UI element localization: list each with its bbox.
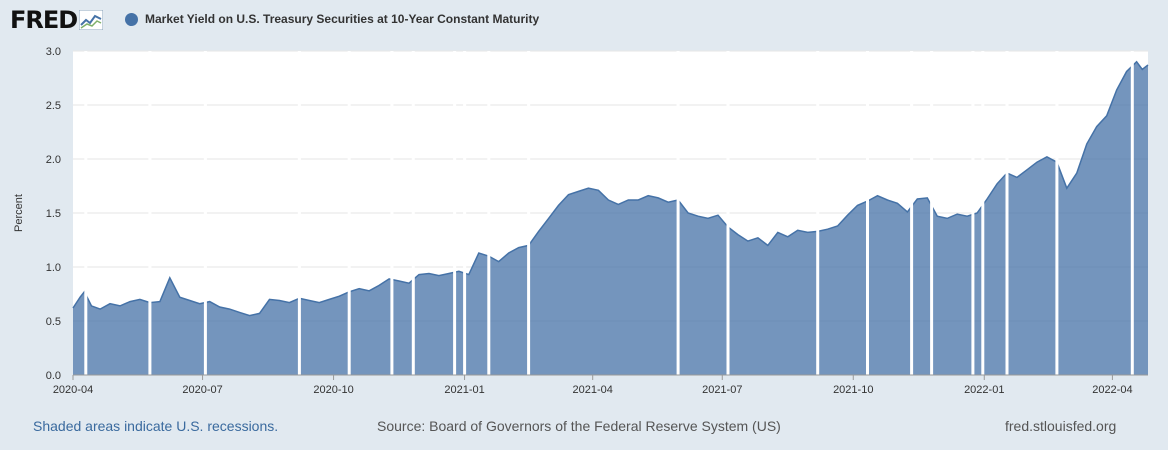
y-tick-label: 1.0 bbox=[46, 262, 61, 274]
y-tick-label: 2.0 bbox=[46, 154, 61, 166]
legend-series-label: Market Yield on U.S. Treasury Securities… bbox=[145, 12, 540, 26]
y-tick-label: 3.0 bbox=[46, 46, 61, 58]
data-gap bbox=[84, 51, 88, 375]
x-tick-label: 2021-07 bbox=[702, 384, 742, 396]
data-gap bbox=[1130, 51, 1134, 375]
recessions-note[interactable]: Shaded areas indicate U.S. recessions. bbox=[33, 418, 279, 434]
x-tick-label: 2020-10 bbox=[313, 384, 353, 396]
series-area bbox=[73, 61, 1148, 376]
fred-logo-graph-icon bbox=[79, 10, 104, 30]
data-gap bbox=[676, 51, 680, 375]
chart-header: FRED Market Yield on U.S. Treasury Secur… bbox=[0, 0, 1168, 42]
x-tick-label: 2021-10 bbox=[833, 384, 873, 396]
data-gap bbox=[347, 51, 351, 375]
legend-series-marker bbox=[125, 12, 138, 26]
data-gap bbox=[930, 51, 934, 375]
y-tick-label: 0.5 bbox=[46, 316, 61, 328]
data-gap bbox=[297, 51, 301, 375]
y-axis-label: Percent bbox=[13, 194, 25, 232]
data-gap bbox=[487, 51, 491, 375]
x-tick-label: 2022-04 bbox=[1092, 384, 1132, 396]
data-gap bbox=[463, 51, 467, 375]
data-gap bbox=[726, 51, 730, 375]
data-gap bbox=[390, 51, 394, 375]
fred-logo-text: FRED bbox=[10, 6, 78, 34]
data-gap bbox=[1055, 51, 1059, 375]
x-tick-label: 2020-07 bbox=[182, 384, 222, 396]
fred-logo[interactable]: FRED bbox=[10, 6, 104, 34]
data-gap bbox=[910, 51, 914, 375]
data-gap bbox=[866, 51, 869, 375]
data-gap bbox=[981, 51, 985, 375]
data-gap bbox=[148, 51, 152, 375]
chart-legend: Market Yield on U.S. Treasury Securities… bbox=[125, 12, 539, 26]
site-link[interactable]: fred.stlouisfed.org bbox=[1005, 418, 1117, 434]
data-gap bbox=[971, 51, 975, 375]
yield-chart: 0.00.51.01.52.02.53.0 2020-04 2020-07 2020… bbox=[13, 46, 1149, 396]
data-gaps bbox=[84, 51, 1134, 375]
source-note: Source: Board of Governors of the Federa… bbox=[377, 418, 781, 434]
data-gap bbox=[411, 51, 415, 375]
x-tick-label: 2022-01 bbox=[964, 384, 1004, 396]
y-tick-label: 2.5 bbox=[46, 100, 61, 112]
data-gap bbox=[527, 51, 531, 375]
y-tick-label: 0.0 bbox=[46, 370, 61, 382]
x-axis-ticks: 2020-04 2020-07 2020-10 2021-01 2021-04 2021-… bbox=[53, 374, 1148, 396]
y-axis-ticks: 0.0 0.5 1.0 1.5 2.0 2.5 3.0 bbox=[46, 46, 61, 382]
data-gap bbox=[1005, 51, 1009, 375]
data-gap bbox=[453, 51, 457, 375]
x-tick-label: 2021-01 bbox=[444, 384, 484, 396]
y-tick-label: 1.5 bbox=[46, 208, 61, 220]
data-gap bbox=[816, 51, 820, 375]
x-tick-label: 2020-04 bbox=[53, 384, 93, 396]
x-tick-label: 2021-04 bbox=[573, 384, 613, 396]
data-gap bbox=[203, 51, 207, 375]
